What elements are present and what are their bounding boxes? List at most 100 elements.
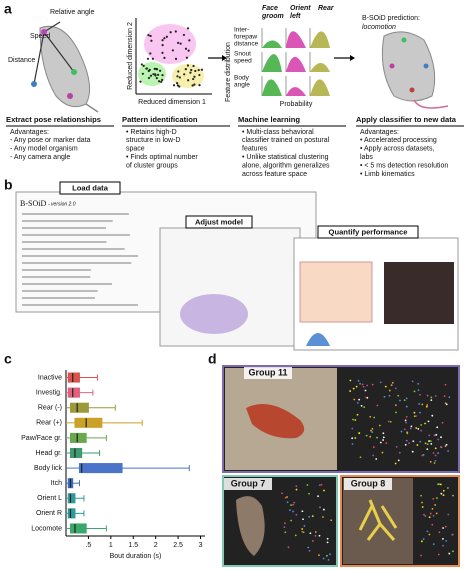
embedding-dot bbox=[416, 444, 419, 446]
embedding-dot bbox=[404, 419, 407, 422]
embedding-dot bbox=[426, 448, 429, 451]
embedding-dot bbox=[442, 538, 444, 540]
embedding-dot bbox=[308, 492, 310, 495]
embedding-dot bbox=[198, 73, 201, 77]
embedding-dot bbox=[389, 420, 392, 423]
column-text: - Any model organism bbox=[10, 146, 78, 153]
embedding-dot bbox=[405, 397, 408, 400]
embedding-dot bbox=[445, 539, 448, 542]
column-text: • Multi-class behavioral bbox=[242, 129, 314, 136]
embedding-dot bbox=[429, 460, 432, 463]
tail bbox=[85, 103, 99, 113]
embedding-dot bbox=[172, 84, 176, 87]
embedding-dot bbox=[179, 42, 182, 45]
transition-matrix bbox=[384, 262, 454, 324]
embedding-dot bbox=[424, 422, 427, 425]
skeleton bbox=[358, 499, 398, 541]
embedding-dot bbox=[178, 76, 181, 79]
embedding-dot bbox=[432, 497, 435, 500]
embedding-dot bbox=[161, 44, 164, 47]
embedding-dot bbox=[446, 487, 449, 489]
embedding-dot bbox=[303, 525, 306, 527]
embedding-dot bbox=[415, 427, 418, 429]
embedding-dot bbox=[147, 34, 150, 37]
embedding-dot bbox=[192, 77, 195, 81]
embedding-dot bbox=[284, 496, 287, 499]
density-curve bbox=[310, 79, 330, 96]
embedding-dot bbox=[437, 438, 440, 441]
embedding-dot bbox=[357, 379, 360, 382]
embedding-dot bbox=[286, 501, 289, 504]
embedding-dot bbox=[397, 394, 400, 397]
embedding-dot bbox=[398, 451, 401, 454]
keypoint bbox=[31, 81, 37, 87]
embedding-dot bbox=[434, 504, 437, 506]
box bbox=[67, 372, 80, 383]
embedding-dot bbox=[426, 394, 429, 397]
embedding-dot bbox=[440, 436, 442, 439]
embedding-dot bbox=[428, 533, 431, 536]
embedding-dot bbox=[365, 396, 368, 399]
embedding-dot bbox=[359, 456, 362, 459]
class-label: Face bbox=[262, 5, 278, 12]
embedding-dot bbox=[395, 411, 397, 414]
box bbox=[69, 447, 83, 459]
embedding-dot bbox=[161, 78, 164, 82]
embedding-dot bbox=[421, 403, 424, 406]
embedding-dot bbox=[187, 49, 190, 52]
embedding-dot bbox=[428, 516, 431, 519]
embedding-dot bbox=[141, 72, 144, 75]
embedding-dot bbox=[426, 530, 429, 533]
embedding-dot bbox=[426, 443, 429, 446]
y-tick-label: Head gr. bbox=[36, 450, 63, 457]
embedding-dot bbox=[318, 554, 320, 557]
embedding-dot bbox=[404, 443, 407, 446]
embedding-dot bbox=[295, 485, 298, 488]
embedding-dot bbox=[425, 405, 428, 408]
embedding-dot bbox=[309, 532, 312, 535]
embedding-dot bbox=[151, 57, 154, 60]
embedding-dot bbox=[384, 385, 387, 388]
y-tick-label: Investig. bbox=[36, 389, 62, 396]
axis-title: Reduced dimension 2 bbox=[127, 22, 134, 90]
keypoint bbox=[401, 37, 407, 43]
density-curve bbox=[286, 31, 306, 48]
embedding-dot bbox=[287, 546, 290, 549]
embedding-dot bbox=[366, 384, 369, 387]
embedding-dot bbox=[429, 512, 432, 515]
embedding-dot bbox=[395, 445, 398, 448]
embedding-dot bbox=[307, 546, 310, 549]
embedding-dot bbox=[445, 403, 448, 406]
embedding-dot bbox=[308, 549, 311, 552]
feature-label: distance bbox=[234, 41, 259, 48]
column-text: features bbox=[242, 146, 268, 153]
mouse-image bbox=[246, 404, 305, 439]
embedding-dot bbox=[177, 70, 180, 73]
embedding-dot bbox=[152, 73, 155, 76]
embedding-dot bbox=[322, 516, 324, 518]
confusion-matrix bbox=[299, 261, 373, 323]
column-text: • Accelerated processing bbox=[360, 137, 437, 144]
embedding-dot bbox=[351, 437, 354, 440]
keypoint bbox=[41, 29, 47, 35]
cluster-blob bbox=[144, 24, 196, 64]
column-text: space bbox=[126, 146, 145, 153]
keypoint bbox=[389, 63, 395, 69]
embedding-dot bbox=[437, 553, 440, 556]
box bbox=[67, 493, 76, 504]
embedding-dot bbox=[420, 540, 423, 543]
embedding-dot bbox=[442, 494, 445, 497]
y-tick-label: Rear (-) bbox=[38, 405, 62, 412]
group-images bbox=[222, 365, 460, 567]
embedding-dot bbox=[139, 80, 142, 83]
panel-label: b bbox=[4, 177, 13, 193]
embedding-dot bbox=[443, 395, 446, 398]
embedding-dot bbox=[438, 483, 440, 486]
embedding-dot bbox=[363, 406, 366, 409]
embedding-dot bbox=[420, 554, 422, 557]
embedding-dot bbox=[319, 506, 321, 509]
embedding-dot bbox=[394, 387, 397, 390]
embedding-dot bbox=[351, 427, 354, 430]
embedding-dot bbox=[317, 495, 319, 498]
